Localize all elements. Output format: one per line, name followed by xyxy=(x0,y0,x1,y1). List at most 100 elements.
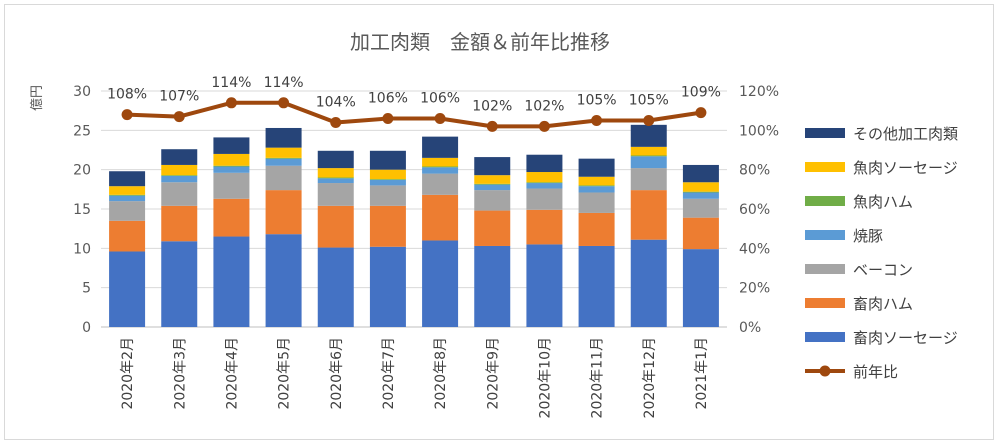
bar-segment xyxy=(630,124,667,147)
bar-segment xyxy=(265,157,302,159)
yoy-marker xyxy=(121,109,133,121)
yoy-marker xyxy=(695,107,707,119)
bar-segment xyxy=(369,246,406,327)
y-tick-label: 20 xyxy=(73,163,91,179)
bar-segment xyxy=(474,210,511,246)
y2-tick-label: 80% xyxy=(739,163,770,179)
yoy-marker xyxy=(538,120,550,132)
bar-segment xyxy=(682,164,719,183)
bar-segment xyxy=(422,173,459,195)
bar-segment xyxy=(630,155,667,157)
y-tick-label: 25 xyxy=(73,123,91,139)
bar-segment xyxy=(526,182,563,184)
legend-line-marker xyxy=(819,365,831,377)
x-tick-label: 2021年1月 xyxy=(694,337,710,410)
yoy-data-label: 109% xyxy=(681,85,721,101)
bar-segment xyxy=(161,241,198,327)
bar-segment xyxy=(474,175,511,184)
legend-label: その他加工肉類 xyxy=(853,125,958,143)
yoy-data-label: 105% xyxy=(629,93,669,109)
bar-segment xyxy=(161,205,198,242)
bar-segment xyxy=(630,190,667,240)
yoy-data-label: 106% xyxy=(420,91,460,107)
legend-label: 焼豚 xyxy=(853,227,883,245)
bar-segment xyxy=(109,251,146,327)
yoy-line xyxy=(127,100,702,129)
bar-segment xyxy=(578,176,615,186)
x-tick-label: 2020年12月 xyxy=(642,337,658,418)
legend-swatch xyxy=(805,128,845,138)
chart-frame: 加工肉類 金額＆前年比推移 億円 0 5 10 15 20 25 30 0% 20% 40% 60… xyxy=(4,4,994,440)
bar-segment xyxy=(578,192,615,213)
x-tick-label: 2020年9月 xyxy=(485,337,501,410)
legend-swatch xyxy=(805,264,845,274)
bar-segment xyxy=(578,158,615,177)
bar-segment xyxy=(317,178,354,184)
bar-segment xyxy=(369,205,406,247)
legend-label: 畜肉ハム xyxy=(853,295,913,313)
bar-segment xyxy=(526,172,563,183)
legend-swatch xyxy=(805,298,845,308)
bar-segment xyxy=(213,153,250,166)
legend-label: 畜肉ソーセージ xyxy=(853,329,958,347)
x-tick-label: 2020年10月 xyxy=(537,337,553,418)
bar-segment xyxy=(682,198,719,218)
bar-segment xyxy=(682,191,719,193)
bar-segment xyxy=(265,127,302,148)
bar-segment xyxy=(265,147,302,158)
bar-segment xyxy=(682,217,719,250)
bar-segment xyxy=(161,182,198,206)
bar-segment xyxy=(578,212,615,246)
bar-segment xyxy=(630,156,667,169)
x-tick-label: 2020年2月 xyxy=(120,337,136,410)
bar-segment xyxy=(109,194,146,196)
y2-axis-ticks: 0% 20% 40% 60% 80% 100% 120% xyxy=(739,84,779,336)
bar-segment xyxy=(526,154,563,173)
yoy-data-label: 114% xyxy=(211,75,251,91)
x-axis-ticks: 2020年2月 2020年3月 2020年4月 2020年5月 2020年6月 2020年… xyxy=(120,337,710,418)
y-tick-label: 30 xyxy=(73,84,91,100)
x-tick-label: 2020年8月 xyxy=(433,337,449,410)
bar-segment xyxy=(109,201,146,221)
bar-segment xyxy=(474,184,511,191)
yoy-data-label: 102% xyxy=(524,98,564,114)
bar-segment xyxy=(578,185,615,187)
bar-stacks xyxy=(109,124,719,327)
bar-segment xyxy=(422,240,459,327)
legend-swatch xyxy=(805,230,845,240)
yoy-data-label: 108% xyxy=(107,87,147,103)
bar-segment xyxy=(474,157,511,176)
bar-segment xyxy=(682,249,719,327)
yoy-marker xyxy=(225,97,237,109)
bar-segment xyxy=(161,164,198,176)
bar-segment xyxy=(526,188,563,210)
y-axis-label: 億円 xyxy=(29,85,45,111)
yoy-marker xyxy=(330,116,342,128)
legend-label: 魚肉ハム xyxy=(853,193,913,211)
bar-segment xyxy=(526,244,563,327)
x-tick-label: 2020年6月 xyxy=(329,337,345,410)
bar-segment xyxy=(109,186,146,195)
bar-segment xyxy=(682,182,719,192)
x-tick-label: 2020年3月 xyxy=(172,337,188,410)
bar-segment xyxy=(213,236,250,327)
bar-segment xyxy=(317,205,354,248)
bar-segment xyxy=(265,190,302,235)
bar-segment xyxy=(265,234,302,327)
bar-segment xyxy=(369,150,406,170)
bar-segment xyxy=(630,168,667,191)
legend-swatch xyxy=(805,162,845,172)
bar-segment xyxy=(474,183,511,185)
bar-segment xyxy=(213,198,250,237)
yoy-marker xyxy=(434,113,446,125)
legend-label: 魚肉ソーセージ xyxy=(853,159,958,177)
legend-label: 前年比 xyxy=(853,363,898,381)
bar-segment xyxy=(317,177,354,179)
x-tick-label: 2020年7月 xyxy=(381,337,397,410)
bar-segment xyxy=(213,166,250,173)
x-tick-label: 2020年11月 xyxy=(590,337,606,418)
yoy-marker xyxy=(382,113,394,125)
bar-segment xyxy=(369,169,406,180)
bar-segment xyxy=(422,194,459,241)
